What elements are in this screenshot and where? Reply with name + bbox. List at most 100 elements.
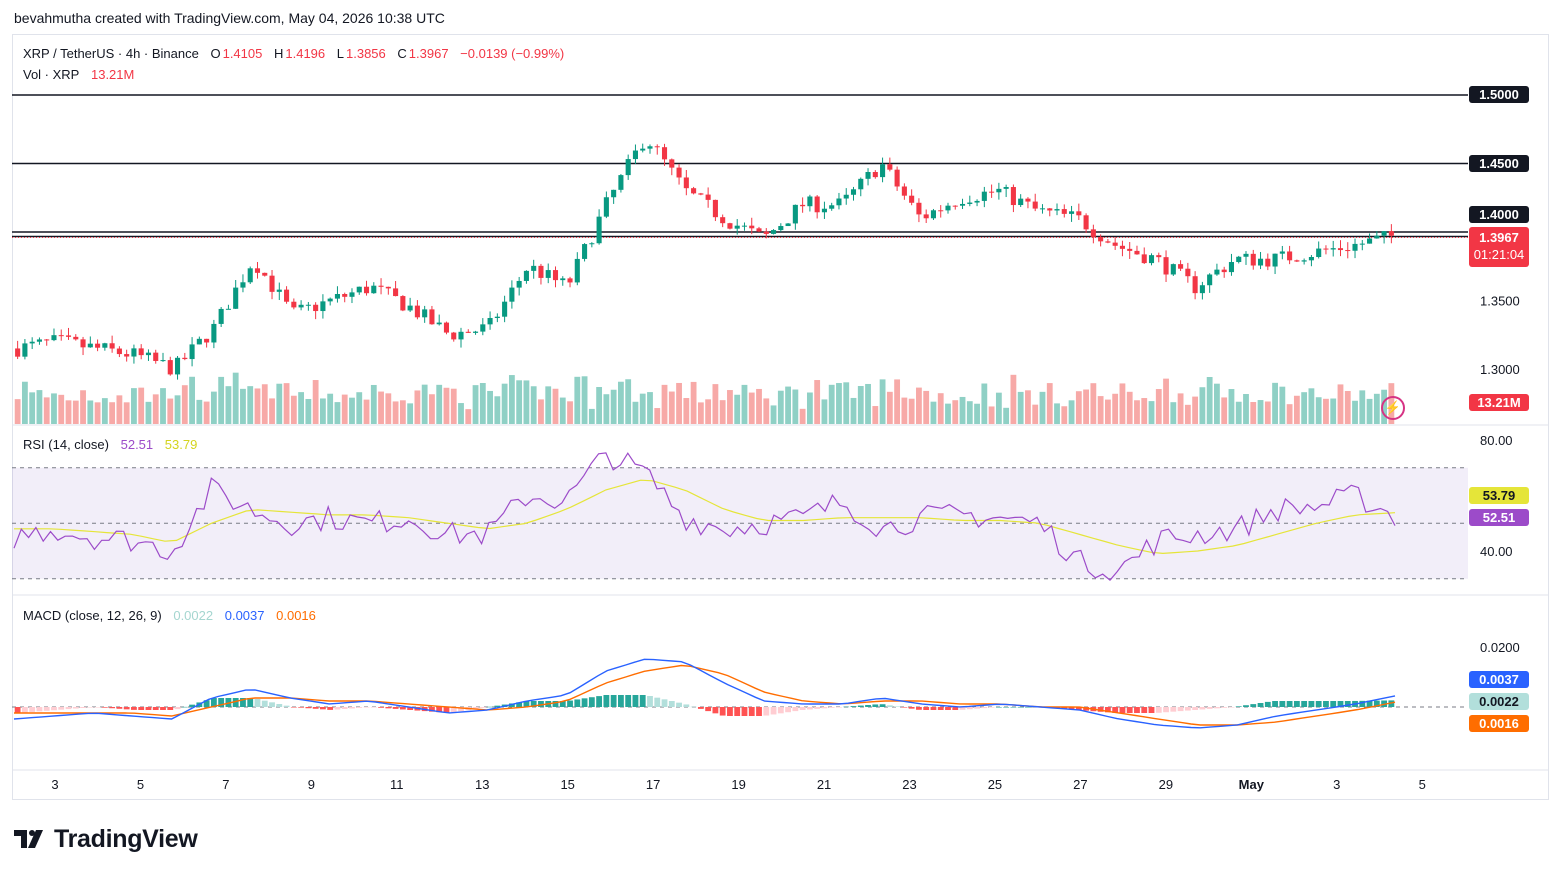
- macd-histogram-bar: [966, 707, 973, 710]
- candle-body: [1388, 231, 1394, 236]
- candle-body: [1352, 243, 1358, 251]
- candle-body: [901, 186, 907, 196]
- rsi-label[interactable]: RSI (14, close): [23, 437, 109, 452]
- symbol-name[interactable]: XRP / TetherUS · 4h · Binance: [23, 46, 199, 61]
- last-price-tag: 1.3967 01:21:04: [1469, 227, 1529, 267]
- candle-body: [1170, 264, 1176, 275]
- macd-pane: [12, 658, 1468, 729]
- candle-body: [545, 270, 551, 278]
- macd-histogram-bar: [320, 707, 326, 710]
- volume-bar: [1184, 404, 1191, 424]
- volume-bar: [80, 390, 86, 424]
- volume-bar: [14, 399, 21, 424]
- candle-body: [349, 292, 355, 297]
- volume-label[interactable]: Vol · XRP: [23, 67, 80, 82]
- macd-histogram-bar: [94, 707, 101, 708]
- macd-histogram-bar: [80, 707, 86, 708]
- macd-histogram-bar: [756, 707, 762, 716]
- volume-bar: [865, 383, 871, 424]
- candle-body: [1228, 262, 1235, 273]
- macd-histogram-bar: [632, 695, 639, 707]
- macd-histogram-bar: [429, 707, 435, 712]
- pane-separators: [12, 424, 1549, 771]
- candle-body: [640, 148, 646, 151]
- volume-bar: [305, 398, 312, 424]
- candle-body: [552, 270, 559, 281]
- volume-bar: [857, 386, 864, 424]
- macd-signal-value: 0.0016: [276, 608, 316, 623]
- volume-bar: [916, 387, 922, 424]
- candle-body: [87, 343, 93, 348]
- volume-bar: [705, 399, 712, 424]
- candle-body: [930, 210, 936, 219]
- volume-bar: [349, 397, 355, 424]
- macd-histogram-bar: [283, 705, 290, 707]
- candle-body: [247, 268, 253, 283]
- macd-histogram-bar: [748, 707, 755, 716]
- macd-histogram-bar: [1155, 707, 1162, 713]
- volume-bar: [1337, 384, 1344, 424]
- volume-bar: [312, 380, 319, 424]
- close-label: C: [397, 46, 407, 61]
- macd-histogram-bar: [203, 700, 210, 707]
- macd-histogram-bar: [945, 707, 951, 710]
- macd-histogram-bar: [603, 695, 610, 707]
- candle-body: [850, 189, 857, 195]
- macd-hist-tag: 0.0022: [1469, 693, 1529, 710]
- candle-body: [611, 189, 617, 198]
- macd-histogram-bar: [1344, 701, 1351, 707]
- macd-histogram-bar: [806, 707, 813, 710]
- macd-histogram-bar: [1068, 707, 1075, 710]
- macd-label[interactable]: MACD (close, 12, 26, 9): [23, 608, 162, 623]
- candle-body: [494, 316, 500, 319]
- macd-histogram-bar: [828, 707, 835, 708]
- volume-bar: [1075, 391, 1082, 424]
- rsi-legend: RSI (14, close) 52.51 53.79: [23, 437, 199, 452]
- candle-body: [15, 348, 21, 357]
- macd-histogram-bar: [1112, 707, 1119, 713]
- volume-bar: [588, 408, 595, 424]
- volume-bar: [654, 408, 661, 424]
- chart-frame[interactable]: [12, 34, 1549, 800]
- macd-histogram-bar: [821, 707, 828, 709]
- candle-body: [1308, 257, 1314, 261]
- volume-bar: [160, 388, 166, 424]
- volume-bar: [806, 392, 813, 424]
- macd-histogram-bar: [596, 696, 603, 707]
- macd-histogram-bar: [232, 698, 239, 707]
- date-tick-label: 3: [51, 777, 58, 792]
- candle-body: [872, 172, 878, 178]
- date-tick-label: 5: [1419, 777, 1426, 792]
- macd-histogram-bar: [865, 705, 871, 707]
- macd-histogram-bar: [618, 695, 624, 707]
- macd-histogram-bar: [879, 704, 886, 707]
- horizontal-levels: [12, 94, 1468, 239]
- candle-body: [1301, 260, 1307, 262]
- candle-body: [567, 278, 573, 283]
- volume-bar: [930, 401, 937, 424]
- volume-bar: [36, 390, 43, 424]
- volume-bar: [574, 376, 581, 424]
- level-tag-1450: 1.4500: [1469, 155, 1529, 172]
- macd-histogram-bar: [14, 707, 21, 713]
- alert-lightning-icon[interactable]: ⚡: [1381, 396, 1405, 420]
- volume-bar: [465, 409, 472, 424]
- low-value: 1.3856: [346, 46, 386, 61]
- candle-body: [160, 360, 166, 362]
- volume-bar: [116, 395, 123, 424]
- volume-bar: [247, 386, 254, 424]
- volume-bar: [1272, 382, 1278, 424]
- candle-body: [909, 195, 915, 203]
- volume-bar: [378, 391, 384, 424]
- macd-histogram-bar: [952, 707, 959, 710]
- macd-histogram-bar: [712, 707, 719, 714]
- volume-bar: [1061, 406, 1068, 424]
- candle-body: [1098, 236, 1104, 242]
- volume-bar: [559, 397, 566, 424]
- rsi-pane: [12, 452, 1468, 581]
- volume-bar: [399, 400, 406, 424]
- candle-body: [327, 298, 333, 302]
- macd-histogram-bar: [436, 707, 443, 713]
- date-tick-label: 9: [308, 777, 315, 792]
